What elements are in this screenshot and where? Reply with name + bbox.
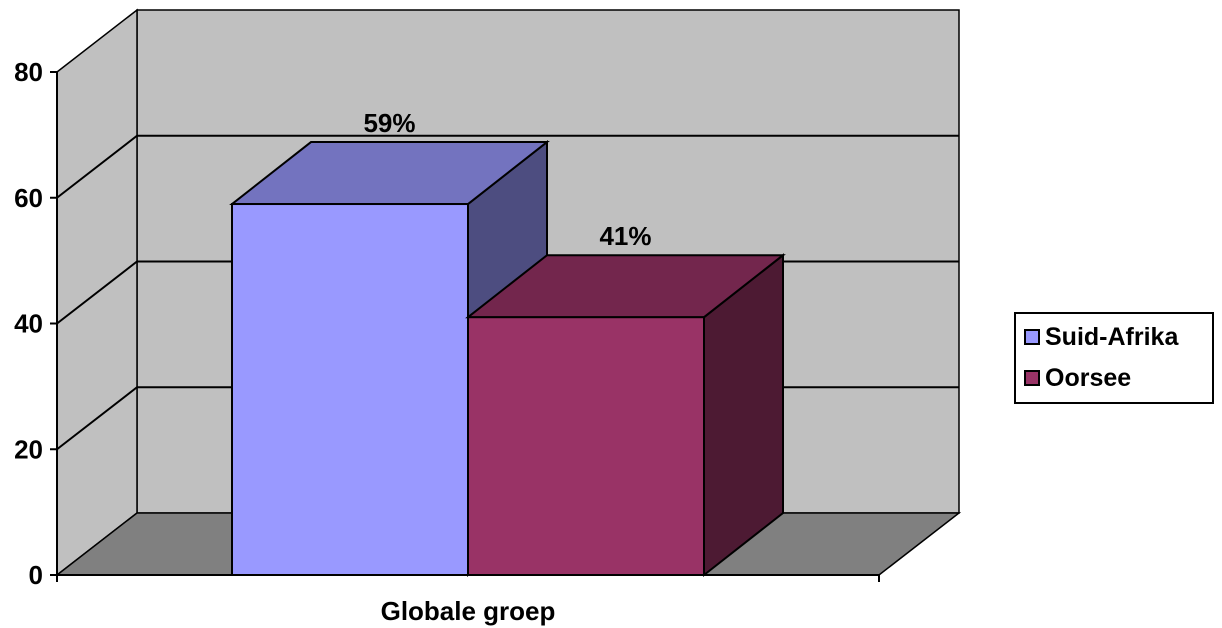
y-tick-label: 20 [14, 434, 43, 464]
bar-suid-afrika [231, 203, 469, 576]
data-label-suid-afrika: 59% [363, 108, 415, 138]
legend-label-oorsee: Oorsee [1045, 363, 1132, 392]
legend: Suid-Afrika Oorsee [1014, 312, 1214, 404]
legend-label-suid-afrika: Suid-Afrika [1045, 322, 1179, 351]
x-category-label: Globale groep [381, 596, 556, 626]
bar-oorsee [467, 316, 705, 576]
y-tick-label: 80 [14, 57, 43, 87]
y-tick-label: 40 [14, 309, 43, 339]
data-label-oorsee: 41% [599, 221, 651, 251]
legend-swatch-suid-afrika [1024, 329, 1040, 345]
gridline [56, 134, 959, 199]
y-tick-label: 0 [29, 560, 43, 590]
bars [229, 139, 786, 578]
legend-swatch-oorsee [1024, 370, 1040, 386]
labels: 0 20 40 60 80 59% 41% Globale groep [14, 57, 651, 626]
legend-item-oorsee: Oorsee [1024, 363, 1131, 393]
y-tick-label: 60 [14, 183, 43, 213]
legend-item-suid-afrika: Suid-Afrika [1024, 322, 1178, 352]
